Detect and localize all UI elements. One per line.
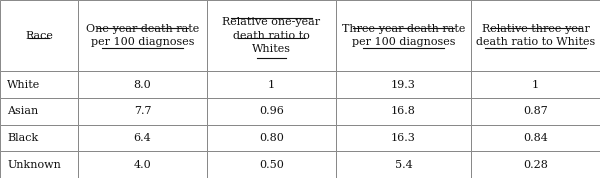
Bar <box>471 98 600 125</box>
Text: 0.50: 0.50 <box>259 160 284 170</box>
Bar <box>336 98 471 125</box>
Bar <box>336 0 471 71</box>
Bar <box>471 125 600 151</box>
Bar <box>0 151 78 178</box>
Bar <box>207 125 336 151</box>
Bar <box>78 98 207 125</box>
Text: 0.84: 0.84 <box>523 133 548 143</box>
Text: Unknown: Unknown <box>7 160 61 170</box>
Bar <box>78 0 207 71</box>
Text: 4.0: 4.0 <box>134 160 151 170</box>
Text: 0.87: 0.87 <box>523 106 548 116</box>
Text: Relative three-year
death ratio to Whites: Relative three-year death ratio to White… <box>476 24 595 47</box>
Text: 19.3: 19.3 <box>391 80 416 90</box>
Text: 7.7: 7.7 <box>134 106 151 116</box>
Bar <box>336 151 471 178</box>
Text: Asian: Asian <box>7 106 38 116</box>
Text: 16.8: 16.8 <box>391 106 416 116</box>
Bar <box>336 125 471 151</box>
Bar <box>471 71 600 98</box>
Bar <box>207 98 336 125</box>
Bar <box>0 71 78 98</box>
Bar <box>336 71 471 98</box>
Bar <box>207 0 336 71</box>
Bar <box>471 0 600 71</box>
Text: 5.4: 5.4 <box>395 160 412 170</box>
Bar <box>0 0 78 71</box>
Bar <box>0 125 78 151</box>
Bar <box>207 71 336 98</box>
Text: 1: 1 <box>532 80 539 90</box>
Text: 16.3: 16.3 <box>391 133 416 143</box>
Bar <box>0 98 78 125</box>
Bar <box>78 151 207 178</box>
Text: Three-year death rate
per 100 diagnoses: Three-year death rate per 100 diagnoses <box>342 24 465 47</box>
Text: 1: 1 <box>268 80 275 90</box>
Text: White: White <box>7 80 40 90</box>
Bar <box>78 71 207 98</box>
Bar <box>78 125 207 151</box>
Text: 6.4: 6.4 <box>134 133 151 143</box>
Text: Black: Black <box>7 133 38 143</box>
Text: 0.96: 0.96 <box>259 106 284 116</box>
Text: 0.28: 0.28 <box>523 160 548 170</box>
Bar <box>471 151 600 178</box>
Text: Relative one-year
death ratio to
Whites: Relative one-year death ratio to Whites <box>223 17 320 54</box>
Text: One-year death rate
per 100 diagnoses: One-year death rate per 100 diagnoses <box>86 24 199 47</box>
Text: 8.0: 8.0 <box>134 80 151 90</box>
Text: Race: Race <box>25 31 53 41</box>
Bar <box>207 151 336 178</box>
Text: 0.80: 0.80 <box>259 133 284 143</box>
